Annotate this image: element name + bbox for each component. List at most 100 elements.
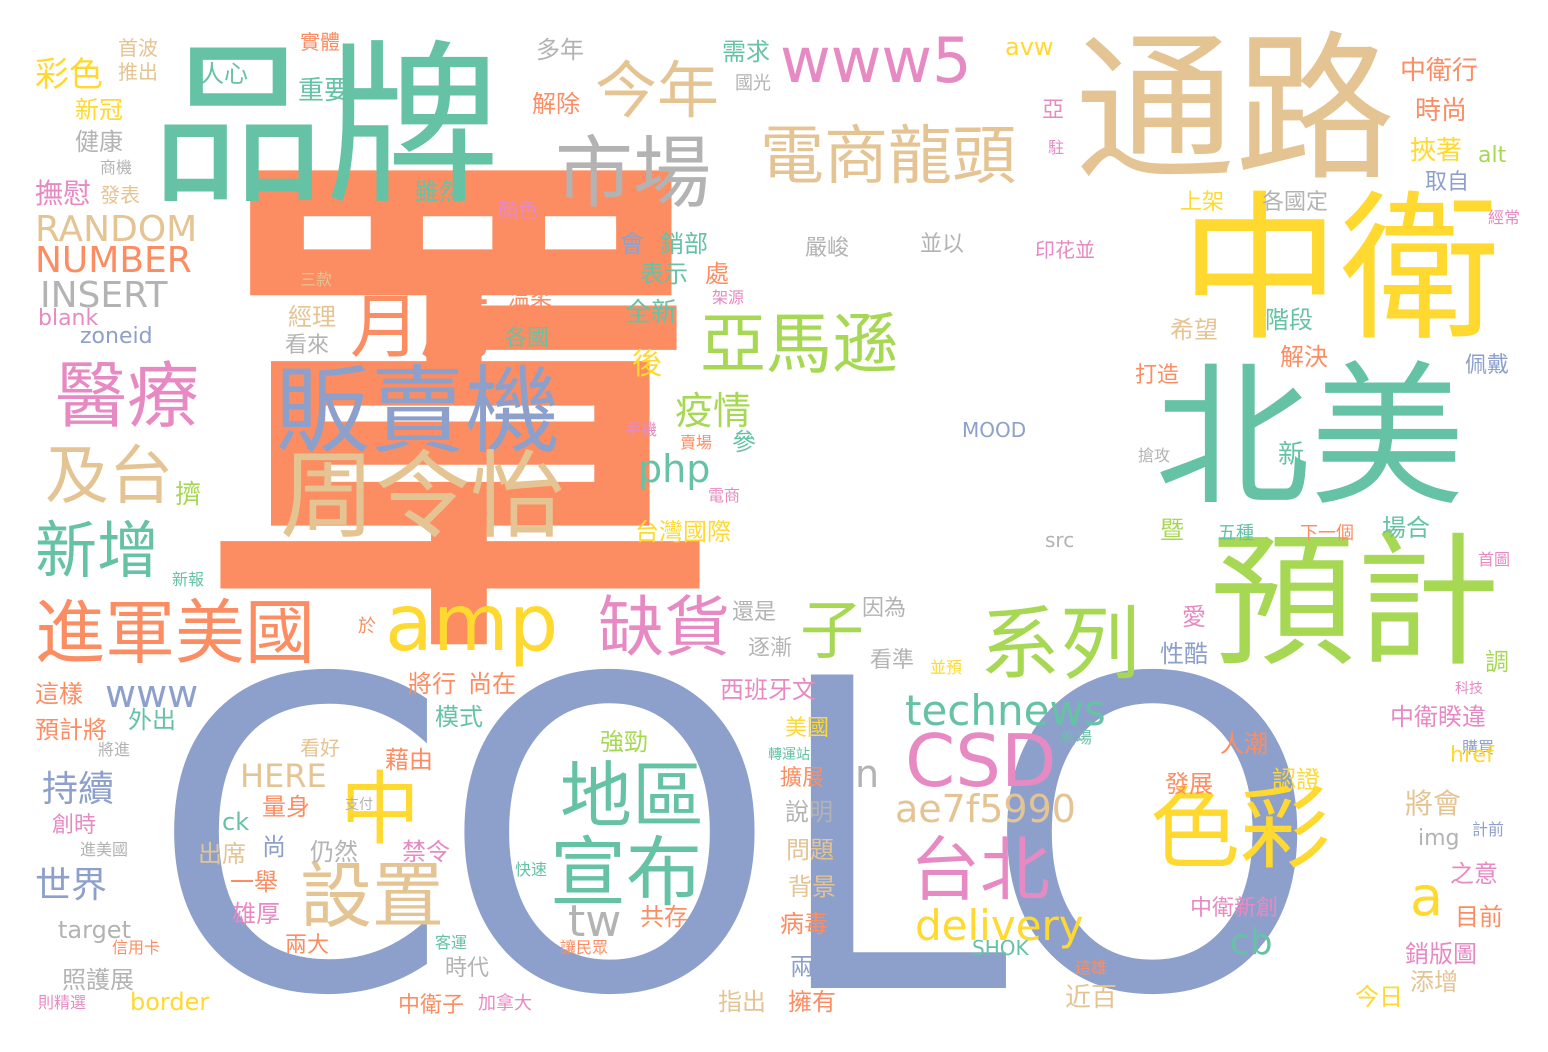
- word-geguoding: 各國定: [1262, 190, 1329, 215]
- word-zhiyi: 之意: [1450, 860, 1498, 888]
- word-jingli: 經理: [288, 303, 336, 331]
- word-dianshanglongtou: 電商龍頭: [760, 120, 1016, 194]
- word-yiliao: 醫療: [55, 354, 200, 438]
- word-shichang: 市場: [555, 129, 712, 219]
- word-jingchang: 經常: [1488, 208, 1521, 227]
- word-rengran: 仍然: [310, 838, 358, 866]
- word-zi: 子: [800, 595, 864, 669]
- word-alt: alt: [1478, 143, 1507, 168]
- word-xibanyawen: 西班牙文: [720, 676, 816, 704]
- word-ck: ck: [222, 808, 250, 836]
- word-jinmeiguo: 進美國: [80, 840, 129, 859]
- word-guoguang: 國光: [735, 73, 771, 94]
- word-jiqian: 計前: [1472, 820, 1505, 839]
- word-taibei: 台北: [910, 829, 1050, 911]
- word-xiayige: 下一個: [1300, 523, 1354, 544]
- word-jinjunmeiguo: 進軍美國: [35, 592, 315, 674]
- word-zhujian: 逐漸: [748, 636, 793, 661]
- word-zhongweixinchuang: 中衛新創: [1190, 896, 1279, 921]
- word-cb: cb: [1230, 922, 1273, 963]
- word-bingdu: 病毒: [780, 910, 828, 938]
- word-peidai: 佩戴: [1465, 353, 1510, 378]
- word-liangshen: 量身: [262, 793, 310, 821]
- word-yanse: 顏色: [498, 198, 538, 222]
- word-jiayuan: 架源: [712, 288, 745, 307]
- word-waichu: 外出: [128, 706, 176, 734]
- word-chuxi: 出席: [198, 840, 246, 868]
- word-shuoming: 說明: [785, 798, 833, 826]
- word-haishi: 還是: [732, 600, 777, 625]
- word-target: target: [58, 916, 131, 944]
- word-technews: technews: [905, 686, 1106, 735]
- word-jieduan: 階段: [1265, 306, 1313, 334]
- word-yanjun: 嚴峻: [805, 236, 850, 261]
- word-biaoshi: 表示: [640, 260, 688, 288]
- word-yiqing: 疫情: [675, 389, 752, 433]
- word-meiguo: 美國: [785, 716, 830, 741]
- word-pinpai: 品牌: [150, 26, 500, 229]
- word-yongyou: 擁有: [788, 988, 836, 1016]
- word-kuaisu: 快速: [515, 860, 548, 879]
- word-qianggong: 搶攻: [1138, 446, 1171, 465]
- word-www: www: [105, 672, 199, 716]
- word-suiran: 雖然: [415, 178, 463, 206]
- word-maichang: 賣場: [680, 433, 713, 452]
- word-zhongweikuiwei: 中衛睽違: [1390, 703, 1486, 731]
- word-muqian: 目前: [1455, 903, 1503, 931]
- word-fuwei: 撫慰: [35, 177, 92, 210]
- word-diqu: 地區: [560, 754, 705, 838]
- word-insert: INSERT: [40, 275, 168, 316]
- word-shidai: 時代: [445, 956, 490, 981]
- word-xionghou: 雄厚: [232, 900, 280, 928]
- word-zejingxuan: 則精選: [38, 993, 87, 1012]
- word-yamaxun: 亞馬遜: [700, 306, 898, 383]
- word-zheyang: 這樣: [35, 680, 83, 708]
- word-liangnian: 兩年: [790, 953, 838, 981]
- word-goumai: 購買: [1462, 738, 1495, 757]
- word-jinling: 禁令: [402, 838, 450, 866]
- word-xiezhe: 挾著: [1410, 136, 1463, 166]
- word-shoutu: 首圖: [1478, 550, 1511, 569]
- word-yuji: 預計: [1210, 518, 1500, 687]
- word-jitai: 及台: [45, 440, 173, 514]
- word-yinhuabing: 印花並: [1035, 238, 1095, 262]
- word-xiaobu: 銷部: [660, 230, 708, 258]
- word-hou: 後: [632, 347, 662, 382]
- word-yuedi: 月底: [350, 286, 490, 368]
- word-jianghui: 將會: [1405, 787, 1462, 820]
- word-blank: blank: [38, 306, 99, 331]
- word-zhong: 中: [340, 763, 420, 856]
- word-kanzhun: 看準: [870, 648, 915, 673]
- word-xuanbu: 宣布: [550, 828, 702, 917]
- word-tiao: 調: [1485, 648, 1509, 676]
- word-xingku: 性酷: [1160, 640, 1208, 668]
- word-zhangguoji: 張國際: [618, 563, 690, 591]
- word-guangchang: 廣場: [1060, 728, 1093, 747]
- word-shoubo: 首波: [118, 36, 158, 60]
- word-shishang: 時尚: [1415, 96, 1468, 126]
- word-border: border: [130, 988, 210, 1016]
- word-jiechu: 解除: [532, 90, 580, 118]
- word-ji2: 暨: [1160, 516, 1184, 544]
- word-img: img: [1418, 826, 1460, 851]
- word-caise: 彩色: [35, 55, 103, 95]
- word-tw: tw: [568, 896, 622, 947]
- word-here: HERE: [240, 757, 327, 795]
- word-renxin: 人心: [200, 60, 248, 88]
- word-can: 參: [732, 428, 756, 456]
- word-dazao: 打造: [1135, 363, 1180, 388]
- word-xinguan: 新冠: [75, 96, 123, 124]
- word-zhoulingyi: 周令怡: [280, 442, 566, 552]
- word-zhichu: 指出: [718, 988, 766, 1016]
- word-shang: 尚: [262, 833, 286, 861]
- word-kanhao: 看好: [300, 736, 340, 760]
- word-xuqiu: 需求: [722, 38, 770, 66]
- word-zhu: 駐: [1048, 138, 1065, 157]
- word-src: src: [1045, 528, 1075, 552]
- word-wuzhong: 五種: [1218, 523, 1254, 544]
- word-ai: 愛: [1182, 603, 1206, 631]
- word-ae7f5990: ae7f5990: [895, 787, 1076, 831]
- word-zhexiong: 這雄: [1075, 958, 1108, 977]
- word-ji: 擠: [175, 480, 202, 510]
